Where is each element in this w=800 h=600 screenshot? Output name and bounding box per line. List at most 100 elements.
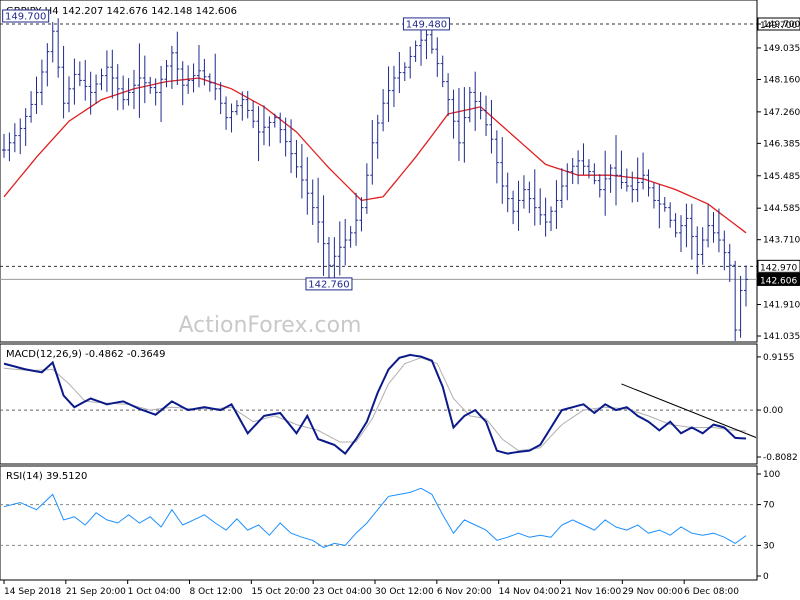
price-bar	[473, 71, 478, 131]
price-bar	[294, 139, 299, 178]
price-bar	[381, 89, 386, 132]
price-bar	[511, 190, 516, 225]
level-tag-142.970	[757, 259, 800, 273]
price-bar	[467, 86, 472, 123]
price-bar	[337, 221, 342, 276]
price-bar	[614, 135, 619, 206]
level-tag-label-142.970: 142.970	[760, 263, 797, 273]
price-bar	[716, 208, 721, 253]
price-bar	[316, 177, 321, 243]
macd-trendline	[621, 383, 757, 438]
x-tick-label: 21 Nov 16:00	[561, 587, 622, 597]
price-bar	[505, 172, 510, 213]
price-bar	[402, 62, 407, 81]
price-ytick-label: 145.485	[763, 172, 800, 182]
price-bar	[738, 275, 743, 338]
price-bar	[305, 157, 310, 215]
price-bar	[489, 99, 494, 154]
macd-ytick-label: 0.9155	[763, 353, 795, 363]
rsi-ytick-label: 100	[763, 470, 780, 480]
price-bar	[39, 59, 44, 106]
rsi-title: RSI(14) 39.5120	[6, 471, 87, 482]
price-bar	[202, 58, 207, 86]
price-bar	[603, 150, 608, 216]
price-panel: ActionForex.com GBPJPY,H4 142.207 142.67…	[0, 0, 800, 343]
price-bar	[343, 219, 348, 266]
price-bar	[23, 108, 28, 147]
price-bar	[597, 174, 602, 198]
price-bar	[121, 75, 126, 110]
x-tick-label: 8 Oct 12:00	[190, 587, 243, 597]
price-bar	[159, 65, 164, 123]
price-panel-frame	[0, 0, 758, 343]
price-bar	[299, 144, 304, 199]
price-bar	[310, 179, 315, 225]
price-bar	[83, 59, 88, 101]
price-bar	[99, 68, 104, 91]
price-bar	[164, 59, 169, 88]
x-tick-label: 14 Sep 2018	[4, 587, 61, 597]
price-bar	[624, 168, 629, 192]
price-bar	[586, 159, 591, 179]
annotation-box-142.760	[305, 277, 353, 291]
price-bar	[695, 226, 700, 275]
price-bar	[668, 202, 673, 228]
macd-panel: MACD(12,26,9) -0.4862 -0.3649 0.9155 0.00…	[0, 343, 798, 465]
price-bar	[532, 169, 537, 226]
price-bar	[88, 71, 93, 115]
price-bar	[213, 53, 218, 101]
level-tag-label-142.606: 142.606	[760, 276, 797, 286]
price-bar	[234, 100, 239, 116]
macd-ytick-label: -0.8082	[763, 453, 798, 463]
price-ytick-label: 143.710	[763, 236, 800, 246]
price-bar	[635, 157, 640, 202]
price-bar	[565, 163, 570, 201]
x-tick-label: 21 Sep 20:00	[66, 587, 126, 597]
price-bar	[733, 260, 738, 342]
macd-panel-frame	[0, 343, 758, 465]
price-bar	[484, 95, 489, 136]
price-bar	[700, 227, 705, 265]
price-ytick-label: 149.035	[763, 44, 800, 54]
price-ytick-label: 144.585	[763, 204, 800, 214]
price-bar	[77, 61, 82, 87]
price-bar	[641, 152, 646, 190]
price-bar	[619, 150, 624, 189]
price-bar	[126, 78, 131, 106]
price-bar	[50, 22, 55, 63]
price-ytick-label: 141.035	[763, 332, 800, 342]
price-bar	[7, 132, 12, 162]
price-bar	[251, 100, 256, 129]
price-bar	[478, 91, 483, 120]
price-ytick-label: 146.385	[763, 139, 800, 149]
price-bar	[240, 91, 245, 121]
price-bar	[543, 197, 548, 237]
price-bar	[500, 137, 505, 204]
level-tag-label-149.700: 149.700	[760, 21, 797, 31]
price-bar	[413, 40, 418, 63]
x-tick-label: 23 Oct 04:00	[313, 587, 372, 597]
price-bar	[462, 87, 467, 163]
price-bar	[148, 76, 153, 94]
price-bar	[229, 103, 234, 133]
price-bar	[283, 117, 288, 157]
level-tag-142.606	[757, 272, 800, 286]
annotation-label-149.700: 149.700	[5, 12, 46, 23]
price-bar	[289, 119, 294, 174]
price-bar	[104, 50, 109, 92]
price-bar	[180, 61, 185, 106]
price-bar	[45, 43, 50, 87]
price-bar	[186, 65, 191, 94]
price-bar	[348, 226, 353, 248]
price-bar	[110, 49, 115, 99]
price-bar	[689, 203, 694, 260]
price-bar	[706, 204, 711, 248]
price-ytick-label: 148.160	[763, 75, 800, 85]
price-bar	[66, 76, 71, 113]
price-bar	[456, 88, 461, 161]
annotation-label-142.760: 142.760	[308, 279, 349, 290]
price-bar	[72, 58, 77, 105]
annotation-box-149.480	[402, 17, 450, 31]
price-bar	[2, 133, 6, 158]
